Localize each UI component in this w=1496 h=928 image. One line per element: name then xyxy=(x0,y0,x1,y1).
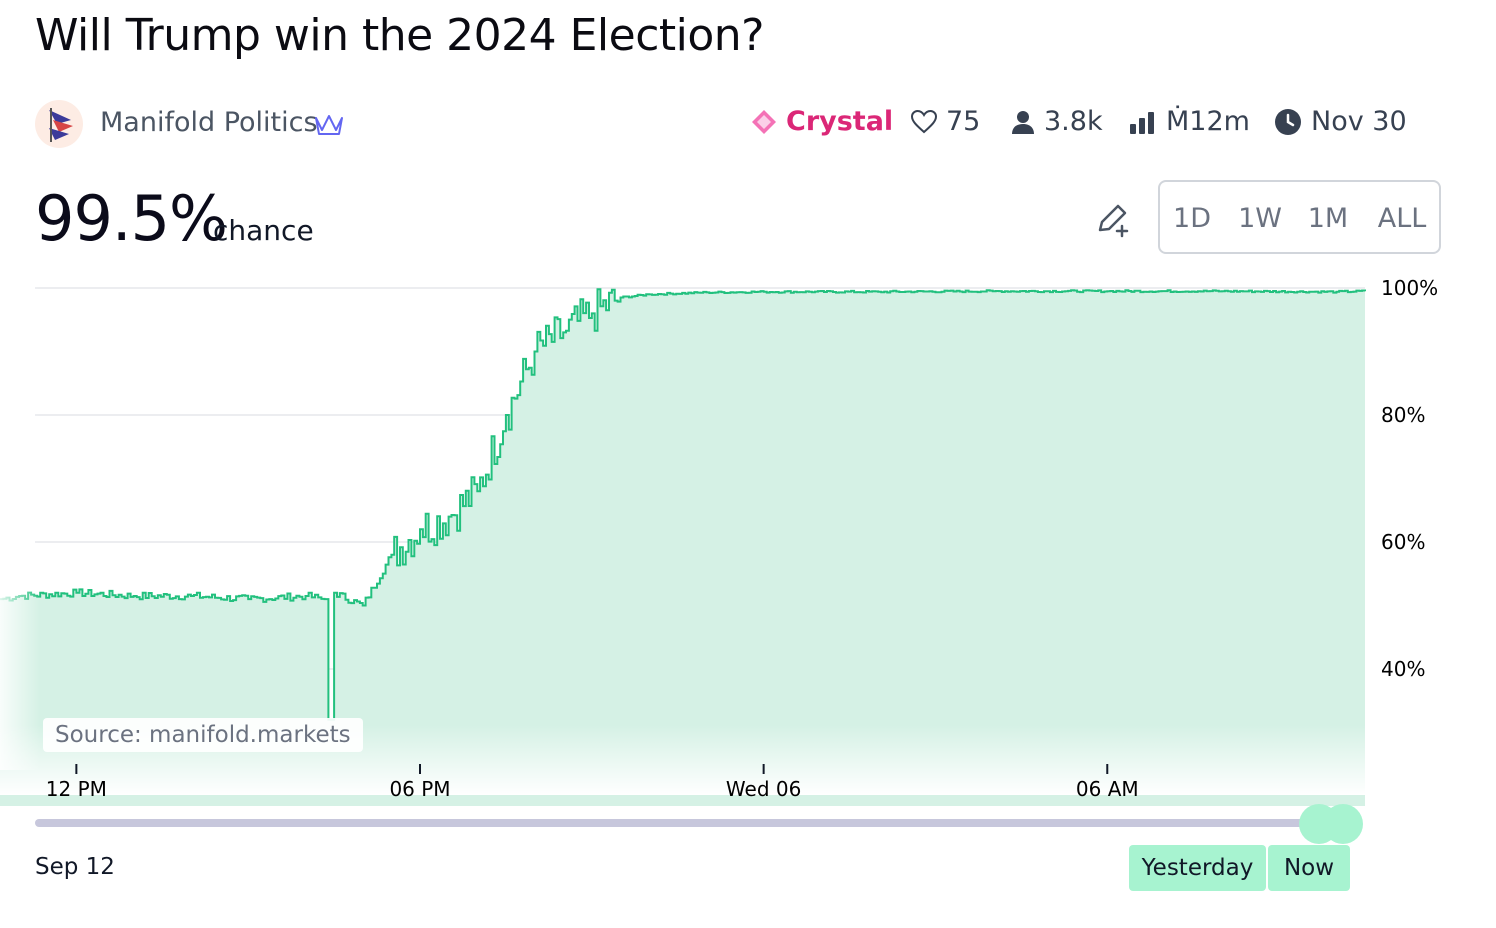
likes-stat[interactable]: 75 xyxy=(910,106,980,137)
tier-label: Crystal xyxy=(786,106,894,137)
volume-amount: Ṁ12m xyxy=(1166,106,1250,137)
author-avatar[interactable] xyxy=(35,100,83,148)
time-range-selector: 1D 1W 1M ALL xyxy=(1158,180,1441,254)
x-tick-label: Wed 06 xyxy=(726,777,801,801)
source-attribution: Source: manifold.markets xyxy=(43,718,363,752)
user-icon xyxy=(1012,110,1034,134)
close-date-stat[interactable]: Nov 30 xyxy=(1273,106,1407,137)
probability-line xyxy=(0,288,1366,721)
probability-area xyxy=(0,289,1365,806)
yesterday-button[interactable]: Yesterday xyxy=(1129,845,1266,891)
x-tick-label: 06 PM xyxy=(389,777,450,801)
chart-left-fade xyxy=(0,270,40,770)
tier-badge[interactable]: Crystal xyxy=(750,106,893,137)
close-date: Nov 30 xyxy=(1311,106,1407,137)
range-1d-button[interactable]: 1D xyxy=(1173,202,1211,234)
clock-icon xyxy=(1275,108,1301,135)
volume-stat[interactable]: Ṁ12m xyxy=(1128,106,1250,137)
probability-label: chance xyxy=(213,214,314,247)
timeline-slider-end-handle[interactable] xyxy=(1323,804,1363,844)
now-button[interactable]: Now xyxy=(1268,845,1350,891)
timeline-slider-track[interactable] xyxy=(35,819,1362,827)
market-title: Will Trump win the 2024 Election? xyxy=(35,10,765,61)
x-axis: 12 PM 06 PM Wed 06 06 AM xyxy=(46,764,1139,801)
range-all-button[interactable]: ALL xyxy=(1377,202,1427,234)
traders-stat[interactable]: 3.8k xyxy=(1010,106,1103,137)
flag-avatar-icon xyxy=(49,108,73,142)
timeline-start-date: Sep 12 xyxy=(35,854,115,880)
y-tick-label: 80% xyxy=(1381,403,1425,427)
traders-count: 3.8k xyxy=(1044,106,1103,137)
x-tick-label: 12 PM xyxy=(46,777,107,801)
y-tick-label: 100% xyxy=(1381,276,1438,300)
crown-icon xyxy=(315,115,343,135)
range-1w-button[interactable]: 1W xyxy=(1238,202,1282,234)
x-tick-label: 06 AM xyxy=(1076,777,1139,801)
probability-value: 99.5% xyxy=(35,182,228,255)
bar-chart-icon xyxy=(1130,111,1154,134)
y-axis: 100% 80% 60% 40% xyxy=(1381,276,1438,681)
y-tick-label: 60% xyxy=(1381,530,1425,554)
crystal-icon xyxy=(752,109,776,134)
edit-add-icon[interactable] xyxy=(1094,200,1132,238)
author-name[interactable]: Manifold Politics xyxy=(100,107,318,138)
likes-count: 75 xyxy=(946,106,981,137)
range-1m-button[interactable]: 1M xyxy=(1307,202,1349,234)
y-tick-label: 40% xyxy=(1381,657,1425,681)
heart-icon xyxy=(910,109,938,133)
